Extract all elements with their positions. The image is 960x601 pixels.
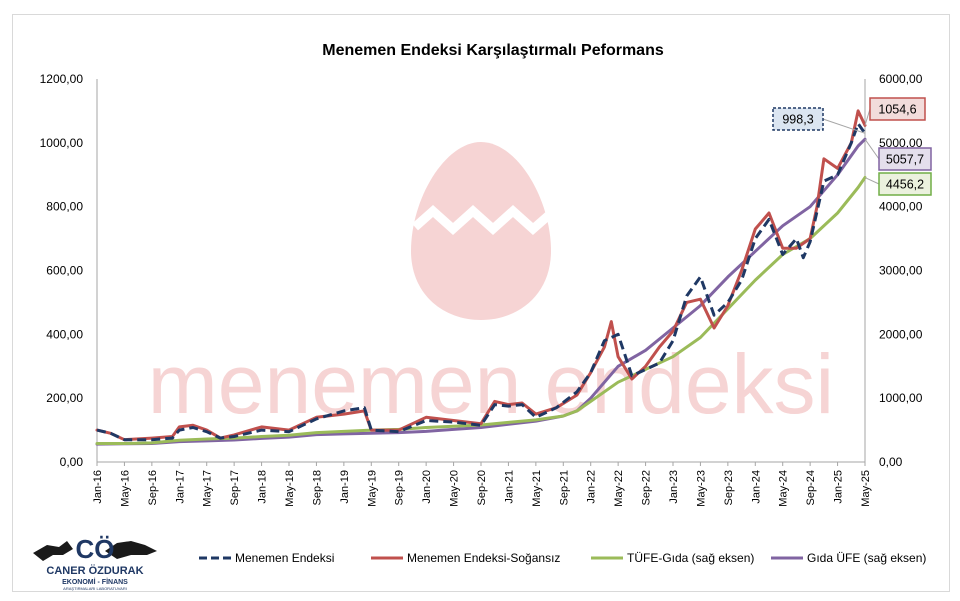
callout-box <box>878 172 932 196</box>
y-right-tick-label: 6000,00 <box>879 72 923 86</box>
callout-box <box>772 107 824 131</box>
watermark: menemen endeksi <box>148 142 834 431</box>
logo-name: CANER ÖZDURAK <box>46 564 143 577</box>
x-tick-label: Jan-18 <box>257 470 269 504</box>
callout-leader <box>864 177 880 185</box>
y-left-tick-label: 200,00 <box>46 391 83 405</box>
watermark-text: menemen endeksi <box>148 337 834 431</box>
x-tick-label: Jan-16 <box>92 470 104 504</box>
series-line <box>95 137 867 446</box>
x-tick-label: Jan-22 <box>586 470 598 504</box>
callout-box <box>869 97 926 121</box>
legend-label-menemen: Menemen Endeksi <box>235 551 334 565</box>
x-tick-label: May-16 <box>119 470 131 507</box>
y-right-tick-label: 2000,00 <box>879 327 923 341</box>
callout-leader <box>864 138 880 160</box>
callout-leader <box>822 118 866 134</box>
chart-svg: menemen endeksi Menemen Endeksi Karşılaş… <box>33 42 932 591</box>
logo-initials: CÖ <box>76 534 115 564</box>
x-tick-label: May-23 <box>695 470 707 507</box>
callout-label: 5057,7 <box>886 153 924 167</box>
x-tick-label: Sep-24 <box>805 470 817 505</box>
callout-label: 1054,6 <box>878 103 916 117</box>
axes: 0,00 200,00 400,00 600,00 800,00 1000,00 1200,… <box>40 72 923 507</box>
x-tick-label: Sep-23 <box>723 470 735 505</box>
series-line <box>96 122 867 442</box>
logo: CÖ CANER ÖZDURAK EKONOMİ - FİNANS ARAŞTI… <box>33 534 157 591</box>
x-tick-label: May-20 <box>449 470 461 507</box>
x-tick-label: Jan-17 <box>174 470 186 504</box>
x-tick-label: May-19 <box>366 470 378 507</box>
legend-label-ufe: Gıda ÜFE (sağ eksen) <box>807 551 926 565</box>
egg-crack <box>412 204 552 236</box>
legend-label-tufe: TÜFE-Gıda (sağ eksen) <box>627 551 754 565</box>
legend-label-sogansiz: Menemen Endeksi-Soğansız <box>407 551 560 565</box>
y-right-tick-label: 1000,00 <box>879 391 923 405</box>
x-tick-label: May-24 <box>778 470 790 507</box>
legend: Menemen Endeksi Menemen Endeksi-Soğansız… <box>199 551 926 565</box>
x-tick-label: Jan-25 <box>833 470 845 504</box>
x-tick-label: May-18 <box>284 470 296 507</box>
x-tick-label: May-17 <box>202 470 214 507</box>
bull-bear-icon <box>33 541 157 561</box>
x-tick-label: Sep-19 <box>394 470 406 505</box>
callout-label: 998,3 <box>782 113 813 127</box>
x-tick-label: Sep-20 <box>476 470 488 505</box>
y-right-tick-label: 4000,00 <box>879 200 923 214</box>
y-left-tick-label: 400,00 <box>46 327 83 341</box>
x-tick-label: May-22 <box>613 470 625 507</box>
x-tick-label: May-25 <box>860 470 872 507</box>
y-right-tick-label: 0,00 <box>879 455 903 469</box>
callouts: 998,3 1054,6 5057,7 4456,2 <box>772 97 932 196</box>
x-tick-label: Jan-24 <box>750 470 762 504</box>
x-tick-label: Sep-21 <box>558 470 570 505</box>
x-tick-label: Sep-18 <box>311 470 323 505</box>
callout-box <box>878 147 932 171</box>
y-left-tick-label: 600,00 <box>46 264 83 278</box>
logo-subtitle: EKONOMİ - FİNANS <box>62 578 128 586</box>
logo-tagline: ARAŞTIRMALARI LABORATUVARI <box>63 586 127 591</box>
x-tick-label: Sep-22 <box>641 470 653 505</box>
x-tick-label: Jan-23 <box>668 470 680 504</box>
chart-frame: menemen endeksi Menemen Endeksi Karşılaş… <box>12 14 950 592</box>
x-tick-label: May-21 <box>531 470 543 507</box>
y-left-tick-label: 800,00 <box>46 200 83 214</box>
x-tick-label: Jan-20 <box>421 470 433 504</box>
y-left-tick-label: 0,00 <box>60 455 84 469</box>
series-group <box>95 109 867 446</box>
y-left-tick-label: 1000,00 <box>40 136 84 150</box>
y-right-tick-label: 3000,00 <box>879 264 923 278</box>
y-right-tick-label: 5000,00 <box>879 136 923 150</box>
callout-label: 4456,2 <box>886 178 924 192</box>
egg-icon <box>411 142 551 320</box>
x-tick-label: Jan-19 <box>339 470 351 504</box>
chart-title: Menemen Endeksi Karşılaştırmalı Peforman… <box>322 42 664 59</box>
x-tick-label: Sep-17 <box>229 470 241 505</box>
x-tick-label: Jan-21 <box>503 470 515 504</box>
y-left-tick-label: 1200,00 <box>40 72 84 86</box>
series-line <box>95 176 867 445</box>
x-tick-label: Sep-16 <box>147 470 159 505</box>
callout-leader <box>864 108 871 126</box>
